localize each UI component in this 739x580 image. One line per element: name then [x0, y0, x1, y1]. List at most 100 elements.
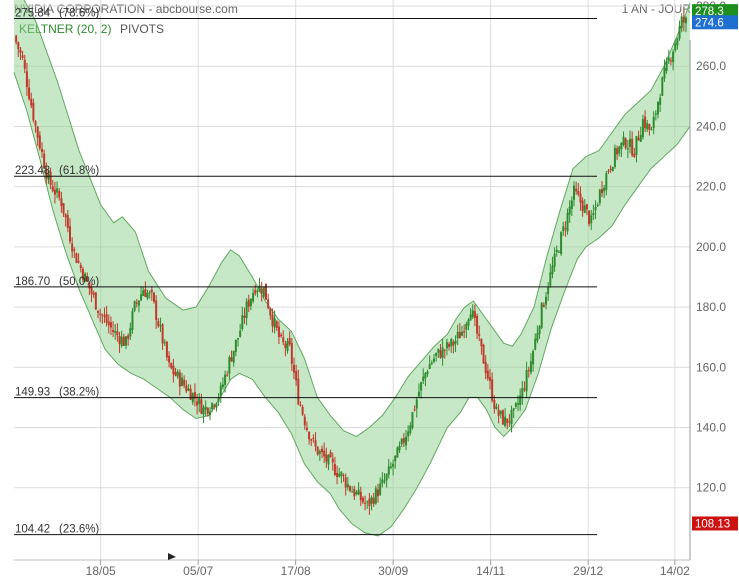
candle-body	[267, 299, 270, 309]
candle-body	[473, 311, 476, 318]
candle-body	[641, 119, 644, 138]
candle-body	[349, 486, 351, 491]
candle-body	[252, 293, 255, 302]
candle-body	[465, 323, 468, 330]
candle-body	[525, 370, 528, 392]
candle-body	[512, 408, 515, 411]
candle-body	[560, 232, 563, 254]
last-value-badge	[692, 516, 738, 531]
fib-levels: 275.84 (78.6%) 223.48 (61.8%) 186.70 (50.0%) 1…	[14, 8, 597, 536]
keltner-upper-line	[23, 0, 691, 438]
candle-body	[555, 249, 558, 253]
candle-body	[568, 206, 571, 215]
candle-body	[297, 378, 300, 405]
candle-body	[144, 289, 147, 297]
candle-body	[482, 344, 485, 364]
fib-pct-label: (78.6%)	[59, 8, 99, 20]
candle-body	[678, 26, 681, 39]
candle-body	[224, 374, 227, 385]
candle-body	[618, 146, 621, 154]
candle-body	[665, 61, 668, 71]
candle-body	[469, 314, 472, 321]
candle-body	[155, 300, 158, 321]
candle-body	[66, 215, 69, 228]
candle-body	[489, 377, 491, 381]
candle-body	[605, 173, 608, 191]
candles	[15, 9, 687, 515]
candle-body	[237, 338, 239, 340]
candle-body	[598, 189, 601, 203]
period-label[interactable]: 1 AN - JOUR	[621, 2, 691, 16]
candle-body	[135, 302, 138, 304]
candle-body	[478, 334, 481, 336]
candle-body	[611, 166, 614, 172]
candle-body	[157, 321, 160, 327]
candle-body	[514, 403, 517, 407]
candle-body	[538, 326, 541, 335]
candle-body	[409, 425, 412, 433]
candle-body	[504, 416, 507, 426]
candle-body	[230, 357, 233, 362]
fib-value-label: 186.70	[15, 276, 50, 288]
candle-body	[607, 170, 610, 172]
candle-body	[333, 464, 336, 475]
candle-body	[577, 191, 580, 195]
candle-body	[314, 440, 317, 447]
candle-body	[676, 38, 679, 46]
candle-body	[536, 333, 539, 341]
candle-body	[127, 335, 130, 339]
candle-body	[540, 302, 543, 328]
candle-body	[38, 135, 41, 149]
candle-body	[340, 472, 343, 476]
candle-body	[570, 200, 573, 209]
candle-body	[680, 16, 683, 29]
candle-body	[53, 189, 56, 195]
candle-body	[170, 363, 173, 369]
candle-body	[118, 335, 121, 344]
candle-body	[51, 186, 54, 192]
candle-body	[510, 410, 513, 425]
candle-body	[633, 153, 636, 157]
candle-body	[667, 57, 670, 62]
candle-body	[213, 405, 216, 407]
candle-body	[379, 483, 382, 495]
candle-body	[592, 212, 595, 216]
candle-body	[637, 137, 640, 141]
candle-body	[209, 411, 211, 416]
x-tick-label: 18/05	[86, 564, 116, 578]
candle-body	[161, 324, 164, 344]
candle-body	[172, 365, 175, 375]
candle-body	[424, 373, 427, 379]
indicator-pivots[interactable]: PIVOTS	[120, 22, 165, 36]
y-tick-label: 160.0	[696, 360, 726, 374]
y-tick-label: 260.0	[696, 59, 726, 73]
candle-body	[275, 321, 278, 329]
candle-body	[439, 350, 442, 358]
candle-body	[73, 249, 76, 251]
candle-body	[499, 410, 502, 415]
candle-body	[639, 135, 642, 142]
candle-body	[299, 404, 302, 406]
candle-body	[92, 292, 95, 295]
candle-body	[588, 210, 591, 225]
candle-body	[650, 129, 653, 131]
candle-body	[398, 445, 401, 451]
candle-body	[355, 492, 358, 495]
candle-body	[310, 439, 313, 441]
candle-body	[583, 205, 586, 213]
y-tick-label: 240.0	[696, 119, 726, 133]
candle-body	[613, 147, 616, 167]
candle-body	[60, 198, 63, 207]
candle-body	[228, 357, 231, 374]
candle-body	[69, 226, 71, 242]
candle-body	[196, 401, 199, 406]
candle-body	[441, 347, 444, 358]
last-value-badge	[692, 15, 738, 30]
candle-body	[405, 436, 407, 446]
indicator-keltner[interactable]: KELTNER (20, 2)	[19, 22, 112, 36]
candle-body	[622, 136, 625, 145]
candle-body	[239, 330, 242, 337]
candle-body	[219, 385, 222, 397]
y-tick-label: 220.0	[696, 180, 726, 194]
